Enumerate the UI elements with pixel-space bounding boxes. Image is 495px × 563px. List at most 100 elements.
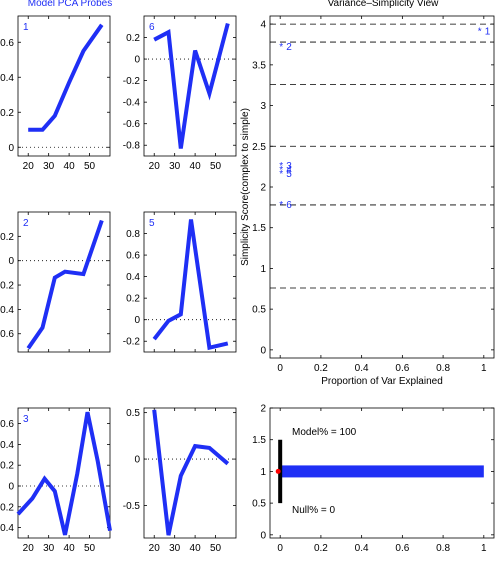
variance-simplicity-ylabel: Simplicity Score(complex to simple) <box>240 108 251 266</box>
chart-probe-4: -0.5 0 0.5 20 30 40 50 <box>123 407 237 554</box>
probe-4-series-line <box>152 409 230 536</box>
variance-simplicity-xtick-label: 0 <box>277 363 283 374</box>
variance-simplicity-xlabel: Proportion of Var Explained <box>321 376 443 387</box>
probe-1-ytick-label: 0.6 <box>0 38 14 49</box>
probe-1-panel-label: 1 <box>23 22 29 33</box>
variance-simplicity-point-marker: * <box>279 169 283 180</box>
probe-5-ytick-label: -0.2 <box>123 337 141 348</box>
probe-4-frame <box>143 407 237 539</box>
variance-simplicity-xtick-label: 0.8 <box>436 363 450 374</box>
probe-4-ytick-label: -0.5 <box>123 501 141 512</box>
model-null-ytick-label: 1.5 <box>252 435 266 446</box>
variance-simplicity-frame <box>269 15 495 359</box>
probe-5-ytick-label: 0.8 <box>126 229 140 240</box>
probe-6-ytick-label: -0.6 <box>123 119 141 130</box>
probe-2-ytick-label: -0.4 <box>0 305 14 316</box>
probe-6-panel-label: 6 <box>149 22 155 33</box>
variance-simplicity-point-label: 6 <box>286 200 292 211</box>
probe-1-xtick-label: 20 <box>23 161 35 172</box>
probe-4-ytick-label: 0.5 <box>126 408 140 419</box>
variance-simplicity-xtick-label: 0.6 <box>395 363 409 374</box>
left-figure-title: Model PCA Probes <box>28 0 113 9</box>
probe-2-series-line <box>26 219 104 350</box>
variance-simplicity-point-marker: * <box>279 165 283 176</box>
probe-1-ytick-label: 0.2 <box>0 108 14 119</box>
variance-simplicity-point-marker: * <box>279 161 283 172</box>
probe-6-xtick-label: 50 <box>210 161 222 172</box>
probe-3-xtick-label: 30 <box>43 543 55 554</box>
variance-simplicity-ytick-label: 3 <box>260 101 266 112</box>
model-null-null-label: Null% = 0 <box>292 505 336 516</box>
chart-probe-5: -0.2 0 0.2 0.4 0.6 0.8 5 <box>123 211 237 353</box>
model-null-ytick-label: 1 <box>260 467 266 478</box>
probe-6-ytick-label: 0.2 <box>126 33 140 44</box>
probe-3-ytick-label: 0.2 <box>0 461 14 472</box>
variance-simplicity-ytick-label: 1.5 <box>252 223 266 234</box>
variance-simplicity-point-marker: * <box>279 200 283 211</box>
variance-simplicity-ytick-label: 2.5 <box>252 142 266 153</box>
model-null-ytick-label: 0.5 <box>252 499 266 510</box>
probe-5-ytick-label: 0.2 <box>126 294 140 305</box>
variance-simplicity-point-marker: * <box>478 27 482 38</box>
probe-1-xtick-label: 40 <box>64 161 76 172</box>
model-null-ytick-label: 2 <box>260 404 266 415</box>
probe-2-ytick-label: -0.2 <box>0 281 14 292</box>
probe-3-ytick-label: 0 <box>8 482 14 493</box>
probe-6-ytick-label: -0.4 <box>123 98 141 109</box>
model-null-frame <box>269 407 495 539</box>
variance-simplicity-ytick-label: 0.5 <box>252 305 266 316</box>
probe-5-ytick-label: 0 <box>134 315 140 326</box>
probe-1-xtick-label: 30 <box>43 161 55 172</box>
chart-probe-3: -0.4 -0.2 0 0.2 0.4 0.6 20 30 40 50 3 <box>0 407 112 554</box>
probe-3-xtick-label: 50 <box>84 543 96 554</box>
model-null-model-label: Model% = 100 <box>292 427 357 438</box>
variance-simplicity-point-marker: * <box>279 42 283 53</box>
probe-6-frame <box>143 15 237 157</box>
model-null-xtick-label: 0 <box>277 543 283 554</box>
probe-3-xtick-label: 40 <box>64 543 76 554</box>
probe-1-frame <box>17 15 111 157</box>
variance-simplicity-xtick-label: 1 <box>481 363 487 374</box>
probe-3-ytick-label: 0.4 <box>0 440 14 451</box>
variance-simplicity-xtick-label: 0.2 <box>314 363 328 374</box>
model-null-xtick-label: 0.4 <box>355 543 369 554</box>
probe-1-ytick-label: 0.4 <box>0 73 14 84</box>
probe-4-xtick-label: 40 <box>190 543 202 554</box>
variance-simplicity-point-label: 5 <box>286 169 292 180</box>
probe-6-xtick-label: 20 <box>149 161 161 172</box>
probe-6-series-line <box>153 22 230 149</box>
probe-3-ytick-label: -0.2 <box>0 502 14 513</box>
variance-simplicity-xtick-label: 0.4 <box>355 363 369 374</box>
variance-simplicity-ytick-label: 4 <box>260 20 266 31</box>
probe-2-ytick-label: -0.6 <box>0 329 14 340</box>
model-null-xtick-label: 0.8 <box>436 543 450 554</box>
model-null-xtick-label: 0.2 <box>314 543 328 554</box>
probe-5-frame <box>143 211 237 353</box>
probe-2-frame <box>17 211 111 353</box>
probe-4-xtick-label: 30 <box>169 543 181 554</box>
probe-4-ytick-label: 0 <box>134 455 140 466</box>
right-figure-title: Variance–Simplicity View <box>328 0 440 9</box>
variance-simplicity-ytick-label: 3.5 <box>252 60 266 71</box>
probe-2-ytick-label: 0 <box>8 256 14 267</box>
variance-simplicity-ytick-label: 2 <box>260 183 266 194</box>
probe-3-xtick-label: 20 <box>23 543 35 554</box>
chart-model-null: 0 0.5 1 1.5 2 0 0.2 0.4 0.6 0.8 1 Model% = 100 Null%… <box>252 404 495 554</box>
probe-3-panel-label: 3 <box>23 414 29 425</box>
probe-5-series-line <box>152 219 229 351</box>
model-null-xtick-label: 1 <box>481 543 487 554</box>
probe-6-xtick-label: 30 <box>169 161 181 172</box>
model-null-xtick-label: 0.6 <box>395 543 409 554</box>
variance-simplicity-point-label: 3 <box>286 161 292 172</box>
variance-simplicity-point-label: 4 <box>286 165 292 176</box>
probe-6-xtick-label: 40 <box>190 161 202 172</box>
variance-simplicity-point-label: 2 <box>286 42 292 53</box>
chart-probe-2: -0.6 -0.4 -0.2 0 0.2 2 <box>0 211 111 353</box>
probe-1-xtick-label: 50 <box>84 161 96 172</box>
probe-3-ytick-label: -0.4 <box>0 523 14 534</box>
probe-3-ytick-label: 0.6 <box>0 419 14 430</box>
probe-1-ytick-label: 0 <box>8 143 14 154</box>
probe-2-ytick-label: 0.2 <box>0 232 14 243</box>
probe-3-series-line <box>16 411 112 536</box>
